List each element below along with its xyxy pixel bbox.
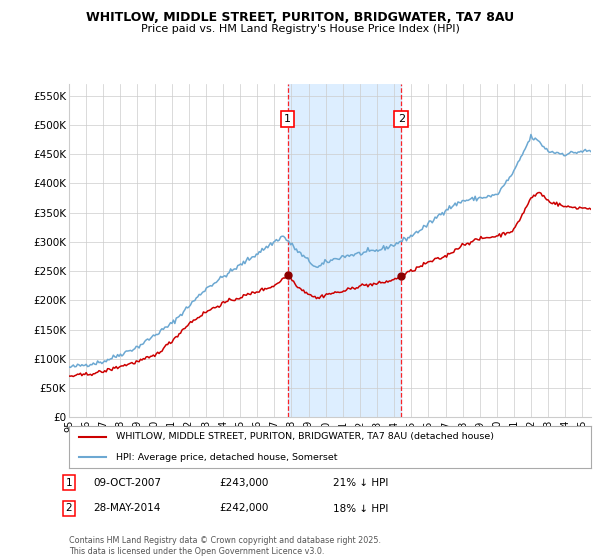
Text: WHITLOW, MIDDLE STREET, PURITON, BRIDGWATER, TA7 8AU (detached house): WHITLOW, MIDDLE STREET, PURITON, BRIDGWA…: [116, 432, 494, 441]
Text: £243,000: £243,000: [219, 478, 268, 488]
Text: £242,000: £242,000: [219, 503, 268, 514]
Text: WHITLOW, MIDDLE STREET, PURITON, BRIDGWATER, TA7 8AU: WHITLOW, MIDDLE STREET, PURITON, BRIDGWA…: [86, 11, 514, 24]
Text: 28-MAY-2014: 28-MAY-2014: [93, 503, 160, 514]
Text: 18% ↓ HPI: 18% ↓ HPI: [333, 503, 388, 514]
Text: 1: 1: [284, 114, 291, 124]
Text: 21% ↓ HPI: 21% ↓ HPI: [333, 478, 388, 488]
Text: 09-OCT-2007: 09-OCT-2007: [93, 478, 161, 488]
Text: Contains HM Land Registry data © Crown copyright and database right 2025.
This d: Contains HM Land Registry data © Crown c…: [69, 536, 381, 556]
Text: 2: 2: [398, 114, 405, 124]
Text: Price paid vs. HM Land Registry's House Price Index (HPI): Price paid vs. HM Land Registry's House …: [140, 24, 460, 34]
Bar: [287, 84, 401, 417]
Text: HPI: Average price, detached house, Somerset: HPI: Average price, detached house, Some…: [116, 452, 337, 461]
Text: 2: 2: [65, 503, 73, 514]
Text: 1: 1: [65, 478, 73, 488]
